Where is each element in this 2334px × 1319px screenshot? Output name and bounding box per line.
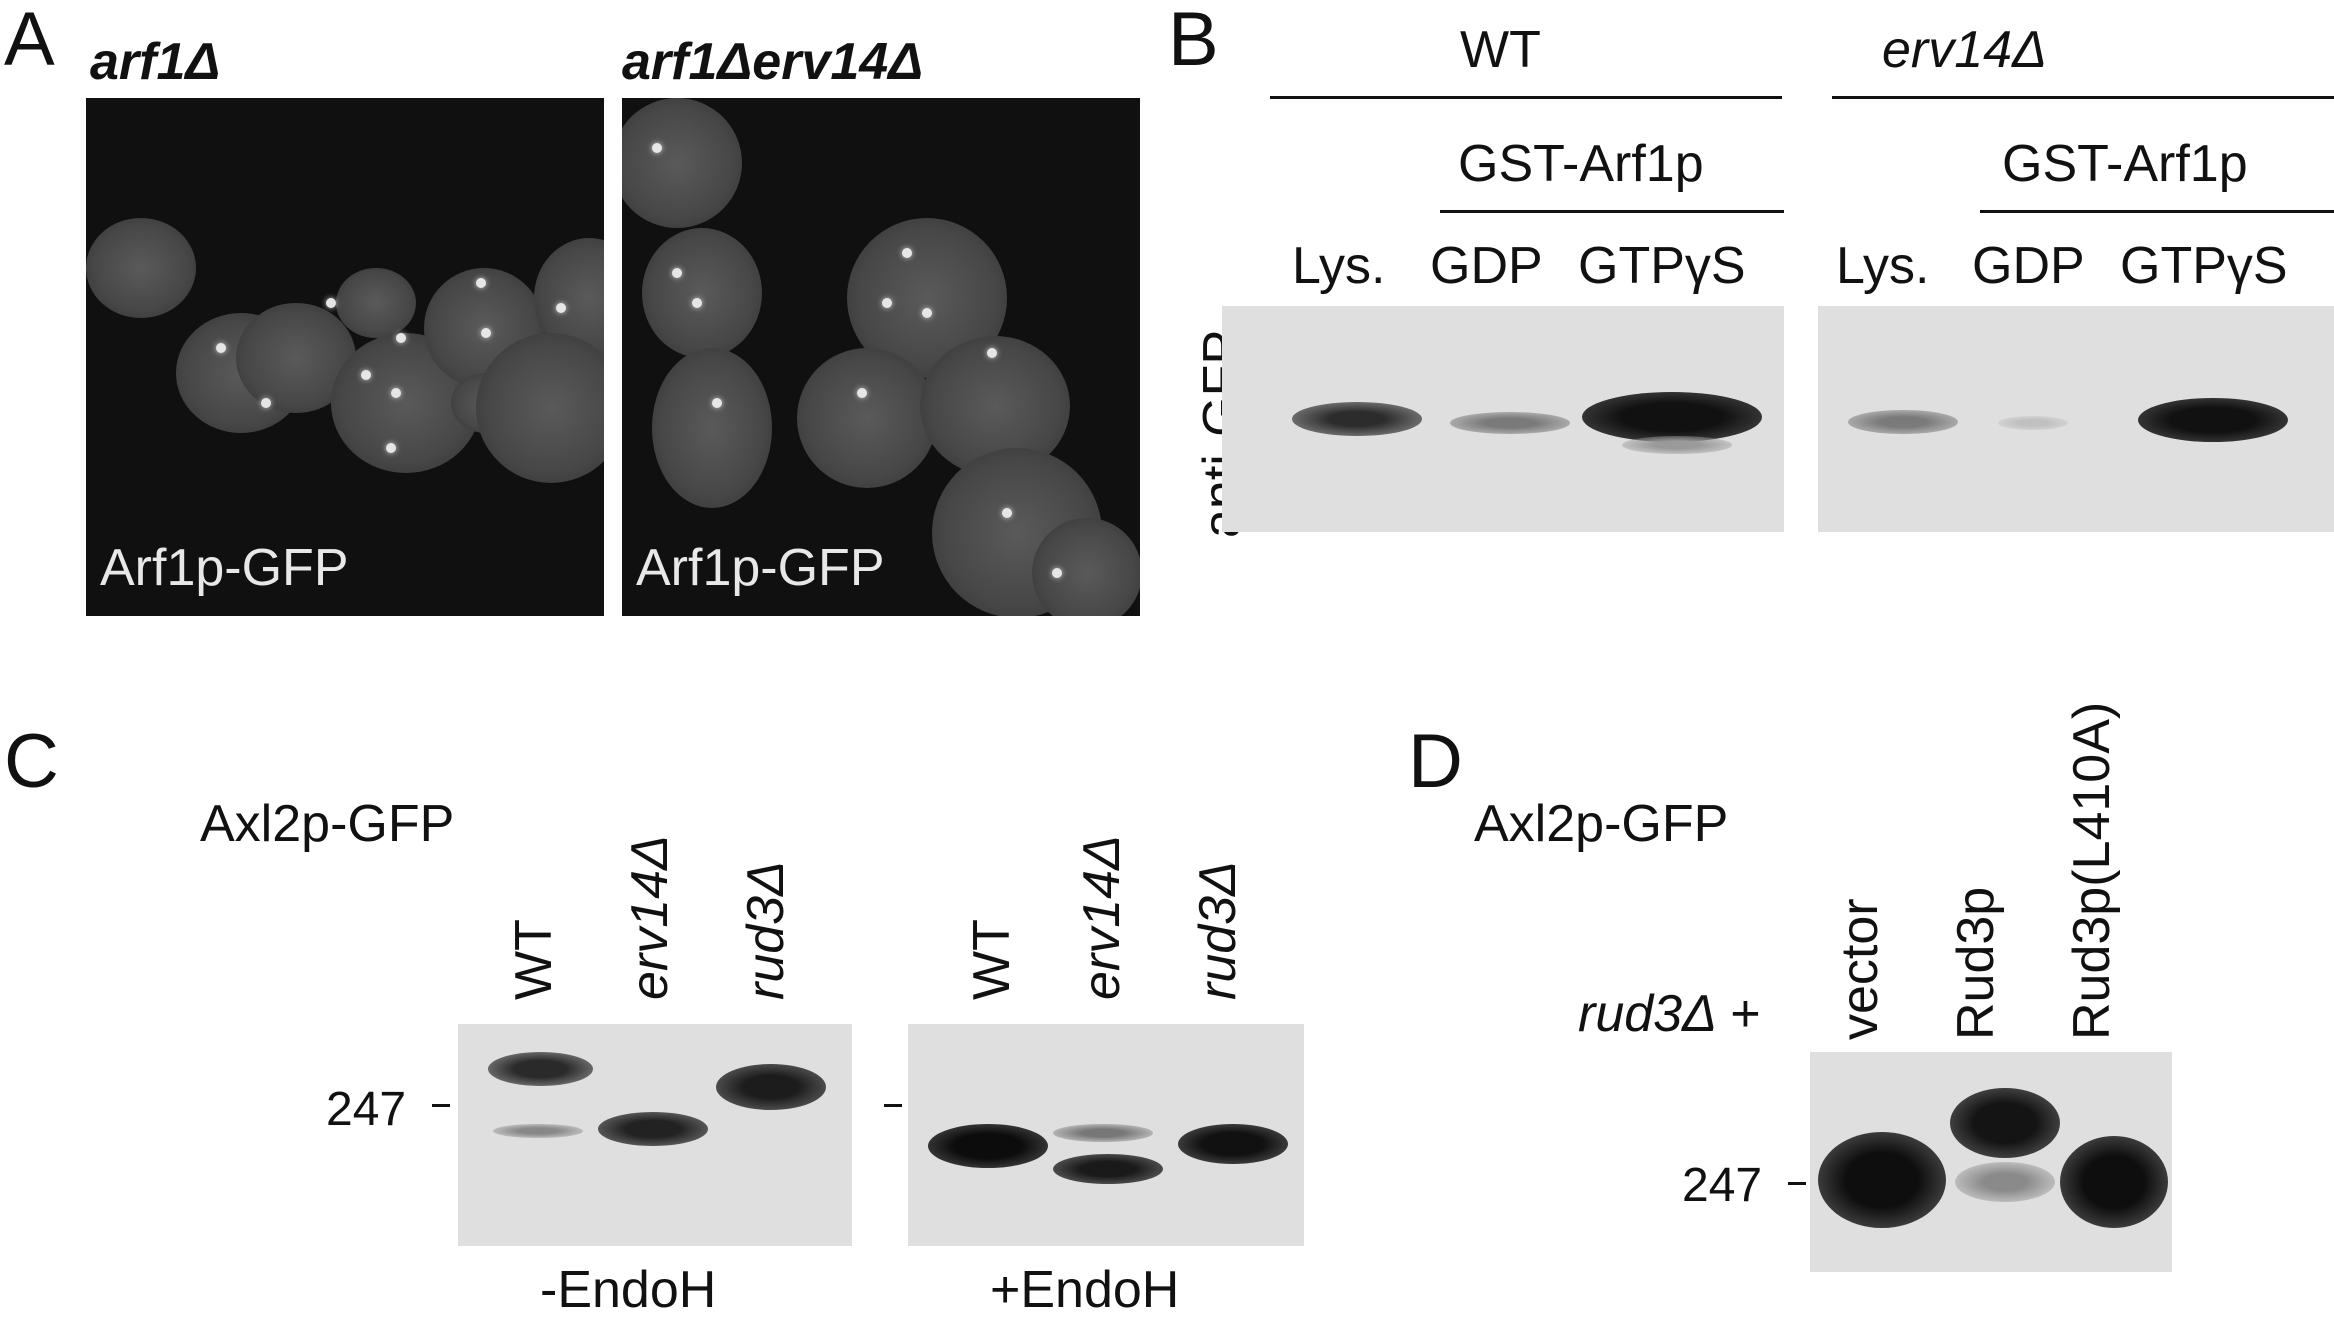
lane-d-rud3p-l410a: Rud3p(L410A): [2066, 702, 2118, 1040]
lane-d-rud3p: Rud3p: [1950, 887, 2002, 1040]
lane-c-wt: WT: [508, 919, 560, 1000]
marker-c-247: 247: [326, 1086, 406, 1134]
panel-c-title: Axl2p-GFP: [200, 798, 454, 850]
micrograph-arf1-erv14: Arf1p-GFP: [622, 98, 1140, 616]
gst-erv-label: GST-Arf1p: [2002, 138, 2248, 190]
marker-c-tick: [432, 1104, 450, 1107]
micrograph-arf1-erv14-caption: Arf1p-GFP: [636, 538, 885, 598]
panel-a-right-title: arf1Δerv14Δ: [622, 36, 923, 88]
panel-a-left-title: arf1Δ: [90, 36, 220, 88]
blot-b-wt: [1222, 306, 1784, 532]
blot-c-minus-endoh: [458, 1024, 852, 1246]
panel-b-letter: B: [1168, 2, 1219, 78]
lane-c-erv14-endo: erv14Δ: [1076, 835, 1128, 1000]
blot-b-erv14: [1818, 306, 2334, 532]
panel-d-letter: D: [1408, 724, 1463, 800]
blot-d: [1810, 1052, 2172, 1272]
lane-erv-gdp: GDP: [1972, 240, 2085, 292]
blot-c-plus-endoh: [908, 1024, 1304, 1246]
lane-erv-gtp: GTPγS: [2120, 240, 2288, 292]
marker-d-tick: [1788, 1182, 1806, 1185]
group-wt-line: [1270, 96, 1782, 99]
panel-d-title: Axl2p-GFP: [1474, 798, 1728, 850]
panel-a-letter: A: [4, 2, 55, 78]
lane-wt-gdp: GDP: [1430, 240, 1543, 292]
gst-erv-line: [1980, 210, 2334, 213]
lane-c-rud3-endo: rud3Δ: [1192, 861, 1244, 1000]
marker-d-247: 247: [1682, 1162, 1762, 1210]
group-wt-label: WT: [1460, 24, 1541, 76]
lane-d-vector: vector: [1834, 898, 1886, 1040]
gst-wt-line: [1440, 210, 1784, 213]
marker-c-tick-right: [884, 1104, 902, 1107]
caption-plus-endoh: +EndoH: [990, 1264, 1179, 1316]
caption-minus-endoh: -EndoH: [540, 1264, 716, 1316]
lane-c-wt-endo: WT: [966, 919, 1018, 1000]
group-erv14-line: [1832, 96, 2334, 99]
micrograph-arf1-caption: Arf1p-GFP: [100, 538, 349, 598]
lane-c-erv14: erv14Δ: [624, 835, 676, 1000]
gst-wt-label: GST-Arf1p: [1458, 138, 1704, 190]
lane-wt-lys: Lys.: [1292, 240, 1385, 292]
micrograph-arf1: Arf1p-GFP: [86, 98, 604, 616]
lane-c-rud3: rud3Δ: [740, 861, 792, 1000]
panel-c-letter: C: [4, 724, 59, 800]
lane-erv-lys: Lys.: [1836, 240, 1929, 292]
panel-d-row-label: rud3Δ +: [1578, 988, 1760, 1040]
lane-wt-gtp: GTPγS: [1578, 240, 1746, 292]
group-erv14-label: erv14Δ: [1882, 24, 2047, 76]
